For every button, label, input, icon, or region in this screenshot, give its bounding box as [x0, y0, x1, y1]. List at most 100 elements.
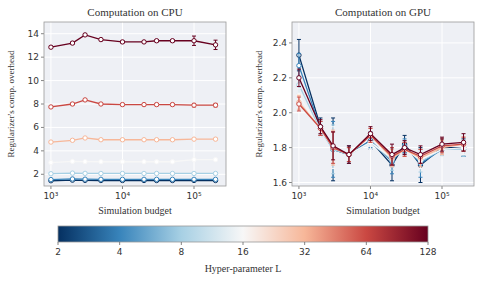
error-bar-cap [297, 88, 301, 89]
error-bar-cap [297, 97, 301, 98]
marker [347, 152, 351, 156]
colorbar: 248163264128Hyper-parameter L [55, 226, 437, 274]
colorbar-tick-label: 8 [178, 247, 184, 257]
y-axis-label: Regularizer's comp. overhead [254, 50, 264, 157]
error-bar-cap [462, 151, 466, 152]
marker [99, 177, 103, 181]
series-line [299, 95, 464, 160]
error-bar-cap [368, 142, 372, 143]
error-bar-cap [347, 145, 351, 146]
marker [120, 160, 124, 164]
y-tick [41, 57, 44, 58]
marker [192, 137, 196, 141]
colorbar-tick-label: 16 [237, 247, 249, 257]
series-line [299, 55, 464, 165]
colorbar-tick [428, 242, 429, 245]
error-bar-cap [403, 156, 407, 157]
plot-frame [44, 22, 226, 186]
y-tick-label: 10 [28, 76, 40, 86]
marker [213, 43, 217, 47]
error-bar [331, 127, 335, 169]
grid-line [370, 22, 371, 186]
colorbar-tick-label: 128 [419, 247, 436, 257]
y-tick [41, 80, 44, 81]
x-tick-label: 10³ [291, 191, 306, 201]
error-bar [368, 132, 372, 149]
marker [318, 124, 322, 128]
series-line [299, 85, 464, 162]
error-bar-cap [440, 156, 444, 157]
error-bar [390, 149, 394, 180]
error-bar [347, 146, 351, 163]
error-bar-cap [462, 156, 466, 157]
marker [170, 160, 174, 164]
marker [83, 33, 87, 37]
error-bar-cap [331, 117, 335, 118]
error-bar-cap [440, 152, 444, 153]
series-line [51, 160, 216, 163]
marker [99, 138, 103, 142]
marker [331, 144, 335, 148]
colorbar-tick [119, 242, 120, 245]
marker [213, 171, 217, 175]
series-line [299, 102, 464, 158]
y-tick-label: 14 [28, 29, 40, 39]
marker [83, 159, 87, 163]
series [297, 53, 466, 177]
data-group [49, 33, 218, 183]
y-tick-label: 2 [33, 169, 39, 179]
error-bar-cap [347, 145, 351, 146]
series [297, 69, 466, 165]
series [49, 136, 218, 144]
series [297, 97, 466, 165]
colorbar-tick-label: 2 [55, 247, 61, 257]
marker [347, 152, 351, 156]
error-bar [331, 125, 335, 174]
error-bar-cap [418, 145, 422, 146]
error-bar-cap [331, 131, 335, 132]
marker [368, 140, 372, 144]
marker [142, 171, 146, 175]
y-tick [289, 42, 292, 43]
error-bar-cap [318, 137, 322, 138]
y-tick-label: 12 [28, 52, 39, 62]
marker [461, 140, 465, 144]
error-bar-cap [331, 121, 335, 122]
error-bar [214, 103, 218, 107]
error-bar-cap [390, 166, 394, 167]
error-bar-cap [368, 140, 372, 141]
marker [297, 76, 301, 80]
title: Computation on CPU [87, 6, 182, 18]
y-tick-label: 2.2 [273, 73, 287, 83]
marker [99, 102, 103, 106]
error-bar-cap [331, 180, 335, 181]
error-bar-cap [318, 119, 322, 120]
error-bar [403, 141, 407, 155]
grid-line [44, 127, 226, 128]
error-bar-cap [368, 149, 372, 150]
colorbar-tick-label: 4 [117, 247, 123, 257]
y-tick [41, 33, 44, 34]
error-bar-cap [403, 135, 407, 136]
marker [154, 39, 158, 43]
x-tick [298, 186, 299, 189]
error-bar-cap [403, 154, 407, 155]
error-bar [347, 146, 351, 163]
y-tick-label: 1.8 [273, 143, 288, 153]
colorbar-tick [304, 242, 305, 245]
error-bar-cap [418, 172, 422, 173]
marker [297, 93, 301, 97]
error-bar-cap [318, 135, 322, 136]
series [49, 157, 218, 164]
error-bar-cap [403, 156, 407, 157]
error-bar-cap [368, 149, 372, 150]
error-bar [192, 36, 196, 45]
series-line [299, 78, 464, 155]
marker [418, 152, 422, 156]
marker [297, 102, 301, 106]
error-bar-cap [297, 95, 301, 96]
error-bar-cap [462, 154, 466, 155]
marker [142, 40, 146, 44]
error-bar [331, 121, 335, 177]
error-bar-cap [318, 135, 322, 136]
